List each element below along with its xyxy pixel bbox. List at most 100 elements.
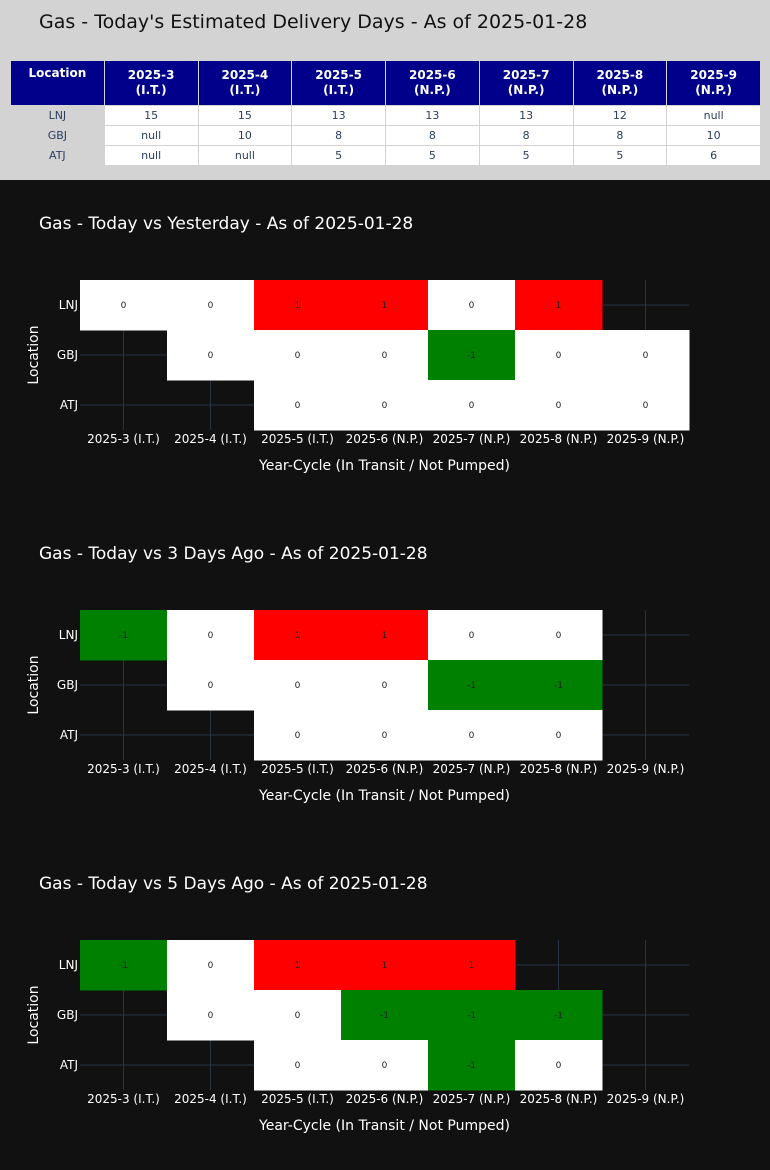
cell-value-label: 0 bbox=[295, 401, 301, 411]
heatmap-cell bbox=[341, 990, 429, 1041]
heatmap-cell bbox=[167, 660, 255, 711]
heatmap-cell bbox=[167, 610, 255, 661]
y-tick-label: ATJ bbox=[60, 728, 78, 742]
x-tick-label: 2025-6 (N.P.) bbox=[346, 432, 424, 446]
y-tick-label: GBJ bbox=[57, 678, 78, 692]
cell-value-label: 0 bbox=[556, 401, 562, 411]
heatmap-cell bbox=[428, 1040, 516, 1091]
heatmap-cell bbox=[515, 710, 603, 761]
table-cell: null bbox=[103, 125, 199, 146]
cell-value-label: 0 bbox=[556, 351, 562, 361]
cell-value-label: 0 bbox=[382, 1061, 388, 1071]
x-tick-label: 2025-5 (I.T.) bbox=[261, 1092, 334, 1106]
cell-value-label: 0 bbox=[382, 681, 388, 691]
heatmap-cell bbox=[428, 940, 516, 991]
location-header: Location bbox=[10, 60, 105, 106]
heatmap-cell bbox=[254, 990, 342, 1041]
table-cell: null bbox=[666, 105, 761, 126]
table-cell: 8 bbox=[385, 125, 480, 146]
table-cell: null bbox=[103, 145, 199, 166]
cell-value-label: 0 bbox=[295, 351, 301, 361]
cell-value-label: 0 bbox=[208, 961, 214, 971]
location-cell: GBJ bbox=[10, 125, 105, 146]
heatmap-cell bbox=[341, 280, 429, 331]
heatmap-cell bbox=[428, 280, 516, 331]
heatmap-cell bbox=[428, 380, 516, 431]
table-cell: 13 bbox=[478, 105, 574, 126]
heatmap-cell bbox=[341, 1040, 429, 1091]
chart-title: Gas - Today vs 5 Days Ago - As of 2025-0… bbox=[39, 874, 428, 894]
heatmap-cell bbox=[341, 710, 429, 761]
y-tick-label: LNJ bbox=[59, 298, 78, 312]
table-cell: 6 bbox=[666, 145, 761, 166]
table-cell: 8 bbox=[291, 125, 386, 146]
y-tick-label: GBJ bbox=[57, 348, 78, 362]
cell-value-label: 0 bbox=[382, 351, 388, 361]
summary-title: Gas - Today's Estimated Delivery Days - … bbox=[39, 11, 588, 33]
cell-value-label: -1 bbox=[554, 1011, 563, 1021]
heatmap-cell bbox=[254, 610, 342, 661]
cell-value-label: 0 bbox=[208, 1011, 214, 1021]
heatmap-cell bbox=[341, 330, 429, 381]
heatmap-today-vs-3-days-ago: Gas - Today vs 3 Days Ago - As of 2025-0… bbox=[26, 544, 689, 804]
table-cell: 5 bbox=[291, 145, 386, 166]
heatmap-cell bbox=[341, 660, 429, 711]
heatmap-cell bbox=[167, 940, 255, 991]
cell-value-label: 1 bbox=[382, 961, 388, 971]
table-cell: 15 bbox=[197, 105, 293, 126]
y-tick-label: ATJ bbox=[60, 1058, 78, 1072]
heatmap-cell bbox=[254, 710, 342, 761]
y-tick-label: GBJ bbox=[57, 1008, 78, 1022]
x-tick-label: 2025-3 (I.T.) bbox=[87, 432, 160, 446]
heatmap-cell bbox=[254, 1040, 342, 1091]
heatmap-cell bbox=[254, 280, 342, 331]
heatmap-cell bbox=[167, 280, 255, 331]
heatmap-cell bbox=[602, 330, 690, 381]
table-cell: 8 bbox=[572, 125, 668, 146]
table-cell: 10 bbox=[666, 125, 761, 146]
heatmap-cell bbox=[428, 610, 516, 661]
x-tick-label: 2025-4 (I.T.) bbox=[174, 1092, 247, 1106]
cell-value-label: 1 bbox=[295, 961, 301, 971]
x-tick-label: 2025-8 (N.P.) bbox=[520, 432, 598, 446]
location-cell: LNJ bbox=[10, 105, 105, 126]
cell-value-label: 0 bbox=[208, 631, 214, 641]
cell-value-label: 0 bbox=[208, 351, 214, 361]
table-cell: 5 bbox=[478, 145, 574, 166]
heatmap-cell bbox=[515, 610, 603, 661]
cell-value-label: 0 bbox=[469, 401, 475, 411]
x-tick-label: 2025-3 (I.T.) bbox=[87, 1092, 160, 1106]
table-cell: 8 bbox=[478, 125, 574, 146]
table-cell: 5 bbox=[572, 145, 668, 166]
x-tick-label: 2025-3 (I.T.) bbox=[87, 762, 160, 776]
heatmap-cell bbox=[515, 1040, 603, 1091]
table-cell: 12 bbox=[572, 105, 668, 126]
x-tick-label: 2025-9 (N.P.) bbox=[607, 1092, 685, 1106]
heatmap-cell bbox=[515, 660, 603, 711]
x-tick-label: 2025-7 (N.P.) bbox=[433, 1092, 511, 1106]
heatmap-today-vs-5-days-ago: Gas - Today vs 5 Days Ago - As of 2025-0… bbox=[26, 874, 689, 1134]
table-cell: 5 bbox=[385, 145, 480, 166]
table-row: ATJ null null 5 5 5 5 6 bbox=[10, 145, 761, 166]
location-cell: ATJ bbox=[10, 145, 105, 166]
table-cell: 13 bbox=[385, 105, 480, 126]
x-axis-title: Year-Cycle (In Transit / Not Pumped) bbox=[258, 458, 510, 474]
heatmap-cell bbox=[80, 610, 168, 661]
table-cell: null bbox=[197, 145, 293, 166]
cell-value-label: -1 bbox=[467, 351, 476, 361]
column-header: 2025-8 (N.P.) bbox=[572, 60, 668, 106]
x-tick-label: 2025-7 (N.P.) bbox=[433, 762, 511, 776]
x-tick-label: 2025-4 (I.T.) bbox=[174, 432, 247, 446]
x-tick-label: 2025-6 (N.P.) bbox=[346, 1092, 424, 1106]
cell-value-label: -1 bbox=[554, 681, 563, 691]
y-tick-label: LNJ bbox=[59, 958, 78, 972]
heatmap-cell bbox=[428, 710, 516, 761]
cell-value-label: 0 bbox=[469, 731, 475, 741]
cell-value-label: 0 bbox=[295, 681, 301, 691]
heatmap-cell bbox=[428, 330, 516, 381]
column-header: 2025-3 (I.T.) bbox=[103, 60, 199, 106]
y-tick-label: ATJ bbox=[60, 398, 78, 412]
x-tick-label: 2025-7 (N.P.) bbox=[433, 432, 511, 446]
heatmap-cell bbox=[80, 940, 168, 991]
table-cell: 15 bbox=[103, 105, 199, 126]
